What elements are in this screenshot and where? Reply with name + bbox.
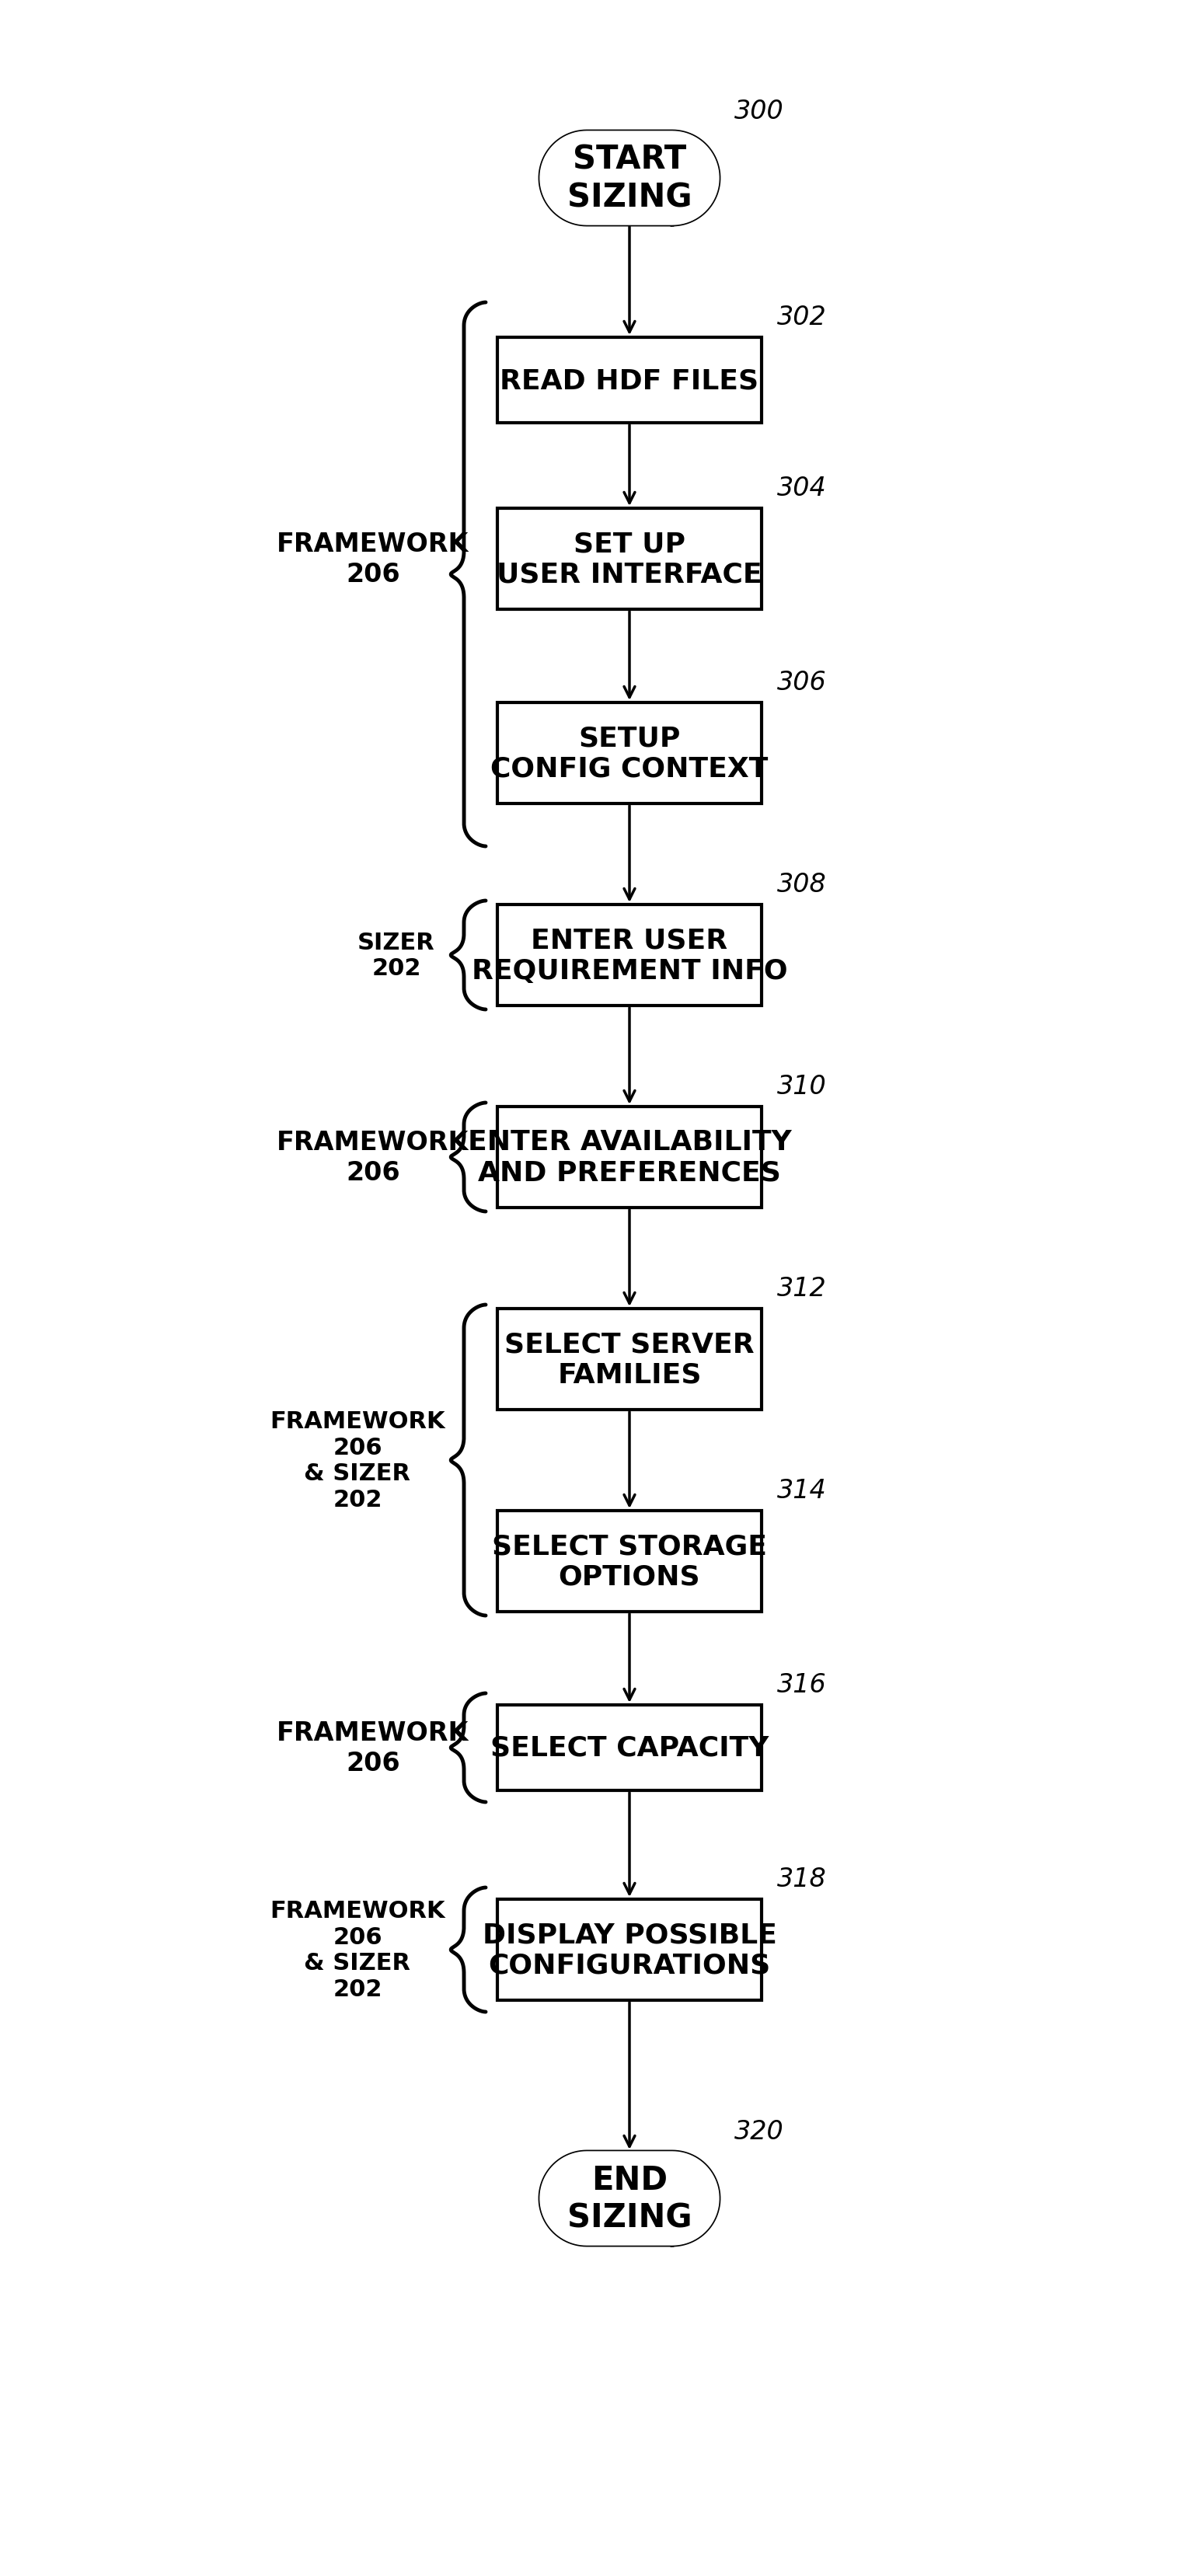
- Polygon shape: [540, 2151, 719, 2246]
- Text: 306: 306: [778, 670, 826, 696]
- Text: ENTER USER
REQUIREMENT INFO: ENTER USER REQUIREMENT INFO: [472, 927, 787, 984]
- Text: 308: 308: [778, 871, 826, 896]
- Text: FRAMEWORK
206: FRAMEWORK 206: [277, 1721, 470, 1775]
- Text: SELECT CAPACITY: SELECT CAPACITY: [490, 1734, 768, 1762]
- Text: FRAMEWORK
206: FRAMEWORK 206: [277, 1131, 470, 1185]
- Text: DISPLAY POSSIBLE
CONFIGURATIONS: DISPLAY POSSIBLE CONFIGURATIONS: [483, 1922, 776, 1978]
- Text: 318: 318: [778, 1865, 826, 1891]
- Bar: [497, 1705, 762, 1790]
- Text: SIZER
202: SIZER 202: [358, 930, 435, 979]
- Text: START
SIZING: START SIZING: [567, 144, 692, 214]
- Text: FRAMEWORK
206: FRAMEWORK 206: [277, 531, 470, 587]
- Text: SET UP
USER INTERFACE: SET UP USER INTERFACE: [497, 531, 762, 587]
- Text: SELECT STORAGE
OPTIONS: SELECT STORAGE OPTIONS: [492, 1533, 767, 1589]
- Text: 310: 310: [778, 1074, 826, 1100]
- Text: 316: 316: [778, 1672, 826, 1698]
- Text: READ HDF FILES: READ HDF FILES: [501, 368, 759, 394]
- Text: FRAMEWORK
206
& SIZER
202: FRAMEWORK 206 & SIZER 202: [270, 1409, 445, 1512]
- Text: 312: 312: [778, 1275, 826, 1301]
- Bar: [497, 1899, 762, 2002]
- Bar: [497, 510, 762, 611]
- Text: 300: 300: [735, 98, 784, 124]
- Bar: [497, 1108, 762, 1208]
- Text: 302: 302: [778, 304, 826, 330]
- Bar: [497, 1309, 762, 1409]
- Text: ENTER AVAILABILITY
AND PREFERENCES: ENTER AVAILABILITY AND PREFERENCES: [467, 1128, 792, 1185]
- Text: 314: 314: [778, 1479, 826, 1504]
- Text: END
SIZING: END SIZING: [567, 2164, 692, 2233]
- Text: FRAMEWORK
206
& SIZER
202: FRAMEWORK 206 & SIZER 202: [270, 1899, 445, 2002]
- Bar: [497, 703, 762, 804]
- Polygon shape: [540, 131, 719, 224]
- Bar: [497, 337, 762, 422]
- Text: 304: 304: [778, 477, 826, 502]
- Bar: [497, 1512, 762, 1613]
- Text: 320: 320: [735, 2117, 784, 2143]
- Text: SELECT SERVER
FAMILIES: SELECT SERVER FAMILIES: [504, 1332, 755, 1388]
- Text: SETUP
CONFIG CONTEXT: SETUP CONFIG CONTEXT: [491, 724, 768, 783]
- Bar: [497, 904, 762, 1007]
